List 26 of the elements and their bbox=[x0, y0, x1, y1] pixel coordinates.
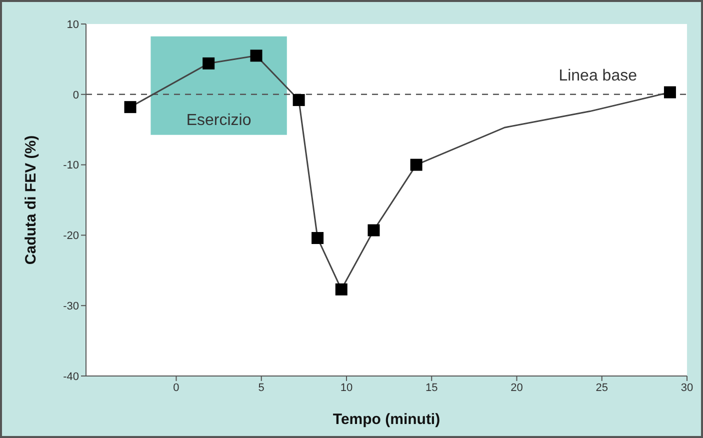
x-axis-title: Tempo (minuti) bbox=[332, 411, 440, 428]
x-tick-label: 20 bbox=[510, 382, 523, 394]
x-tick-label: 10 bbox=[340, 382, 353, 394]
point bbox=[368, 224, 380, 236]
point bbox=[202, 57, 215, 70]
x-tick-label: 25 bbox=[596, 382, 608, 394]
y-tick-label: -10 bbox=[63, 160, 79, 172]
x-tick-label: 5 bbox=[258, 382, 264, 394]
point bbox=[410, 158, 422, 171]
x-tick-label: 15 bbox=[425, 382, 438, 394]
point bbox=[292, 94, 305, 106]
y-tick-label: -30 bbox=[63, 300, 79, 313]
x-tick-label: 0 bbox=[173, 382, 180, 394]
y-tick-label: 0 bbox=[72, 89, 79, 102]
point bbox=[664, 86, 676, 98]
y-axis-title: Caduta di FEV (%) bbox=[22, 135, 40, 265]
y-tick-label: -20 bbox=[63, 230, 79, 242]
band-label: Esercizio bbox=[186, 112, 252, 129]
x-tick-label: 30 bbox=[680, 382, 694, 394]
y-tick-label: 10 bbox=[66, 18, 79, 31]
ref-line-label: Linea base bbox=[558, 67, 638, 84]
y-tick-label: -40 bbox=[63, 370, 79, 383]
point bbox=[250, 50, 262, 62]
point bbox=[124, 101, 136, 114]
point bbox=[312, 232, 324, 244]
point bbox=[335, 283, 348, 296]
